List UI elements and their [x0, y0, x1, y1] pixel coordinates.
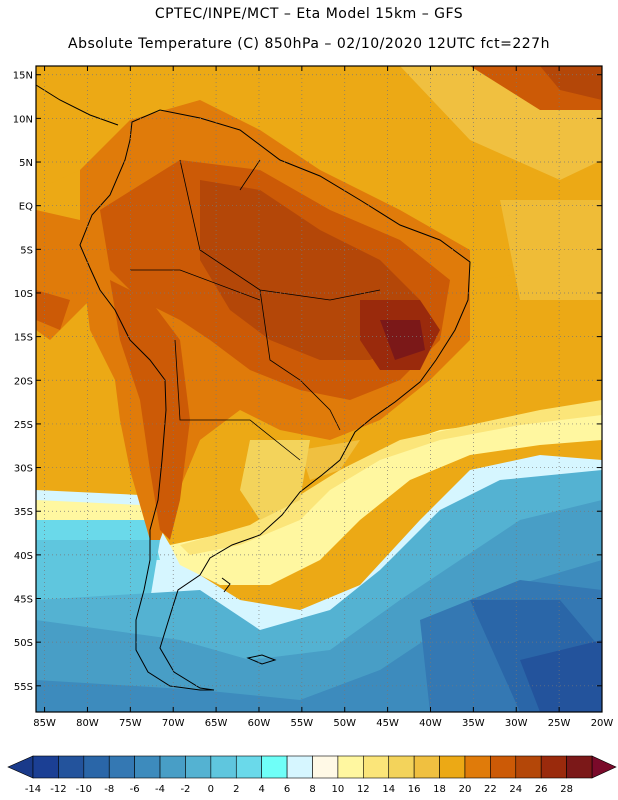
colorbar-label: 18: [433, 784, 446, 795]
lon-label: 25W: [548, 718, 571, 729]
lat-label: 20S: [14, 376, 33, 387]
colorbar-label: 22: [484, 784, 497, 795]
colorbar-label: 12: [357, 784, 370, 795]
colorbar-label: -8: [104, 784, 114, 795]
colorbar-swatch: [413, 755, 440, 779]
colorbar-label: 14: [382, 784, 395, 795]
colorbar-swatch: [286, 755, 313, 779]
colorbar-swatch: [32, 755, 59, 779]
colorbar-swatch: [363, 755, 390, 779]
lat-label: 15N: [13, 71, 33, 82]
colorbar-label: -14: [25, 784, 41, 795]
colorbar: -14 -12 -10 -8 -6 -4 -2 0 2 4 6 8 10 12 14 16 18 20 22 24 26…: [7, 755, 617, 795]
latitude-labels: 15N 10N 5N EQ 5S 10S 15S 20S 25S 30S 35S 40S 45S 50S 5…: [13, 71, 602, 693]
colorbar-swatch: [490, 755, 517, 779]
lon-label: 50W: [333, 718, 356, 729]
colorbar-label: -4: [155, 784, 165, 795]
colorbar-swatch: [185, 755, 212, 779]
map-frame: [35, 65, 603, 713]
colorbar-label: 16: [408, 784, 421, 795]
lat-label: 55S: [14, 682, 33, 693]
lat-label: 50S: [14, 638, 33, 649]
chart-title: CPTEC/INPE/MCT – Eta Model 15km – GFS: [154, 6, 464, 22]
lon-label: 70W: [162, 718, 185, 729]
lat-label: 10N: [13, 114, 33, 125]
colorbar-label: 28: [560, 784, 573, 795]
lon-label: 20W: [591, 718, 614, 729]
lon-label: 60W: [248, 718, 271, 729]
colorbar-swatch: [388, 755, 415, 779]
colorbar-label: 4: [258, 784, 264, 795]
colorbar-label: 24: [509, 784, 522, 795]
lon-label: 65W: [205, 718, 228, 729]
lat-label: 30S: [14, 464, 33, 475]
colorbar-label: 0: [208, 784, 214, 795]
colorbar-swatch: [235, 755, 262, 779]
colorbar-swatch: [439, 755, 466, 779]
colorbar-swatch: [83, 755, 110, 779]
lat-label: 35S: [14, 507, 33, 518]
colorbar-label: -10: [76, 784, 92, 795]
chart-subtitle: Absolute Temperature (C) 850hPa – 02/10/…: [68, 36, 550, 52]
lat-label: 5N: [19, 158, 33, 169]
colorbar-label: 26: [535, 784, 548, 795]
colorbar-swatch: [58, 755, 85, 779]
colorbar-label: 6: [284, 784, 290, 795]
colorbar-swatch: [540, 755, 567, 779]
colorbar-swatch: [515, 755, 542, 779]
colorbar-swatch: [337, 755, 364, 779]
colorbar-low-arrow: [7, 755, 34, 779]
colorbar-swatch: [134, 755, 161, 779]
lon-label: 75W: [119, 718, 142, 729]
colorbar-label: -12: [50, 784, 66, 795]
colorbar-label: 8: [309, 784, 315, 795]
lat-label: 25S: [14, 420, 33, 431]
colorbar-swatch: [210, 755, 237, 779]
colorbar-swatch: [159, 755, 186, 779]
colorbar-label: 2: [233, 784, 239, 795]
colorbar-swatch: [566, 755, 593, 779]
lon-label: 45W: [376, 718, 399, 729]
lon-label: 55W: [291, 718, 314, 729]
lat-label: 5S: [20, 245, 33, 256]
colorbar-label: -2: [180, 784, 190, 795]
lat-label: 45S: [14, 595, 33, 606]
colorbar-high-arrow: [591, 755, 617, 779]
colorbar-label: 20: [459, 784, 472, 795]
colorbar-label: -6: [130, 784, 140, 795]
lon-label: 85W: [33, 718, 56, 729]
lon-label: 35W: [462, 718, 485, 729]
colorbar-swatch: [261, 755, 288, 779]
colorbar-swatch: [108, 755, 135, 779]
lat-label: EQ: [19, 202, 33, 213]
lat-label: 15S: [14, 333, 33, 344]
temperature-field: [36, 66, 602, 712]
lat-label: 10S: [14, 289, 33, 300]
lon-label: 40W: [419, 718, 442, 729]
longitude-labels: 85W 80W 75W 70W 65W 60W 55W 50W 45W 40W 35W 30W 25W 2…: [33, 66, 613, 729]
lat-label: 40S: [14, 551, 33, 562]
colorbar-swatch: [312, 755, 339, 779]
lon-label: 80W: [76, 718, 99, 729]
colorbar-label: 10: [332, 784, 345, 795]
colorbar-swatch: [464, 755, 491, 779]
lon-label: 30W: [505, 718, 528, 729]
